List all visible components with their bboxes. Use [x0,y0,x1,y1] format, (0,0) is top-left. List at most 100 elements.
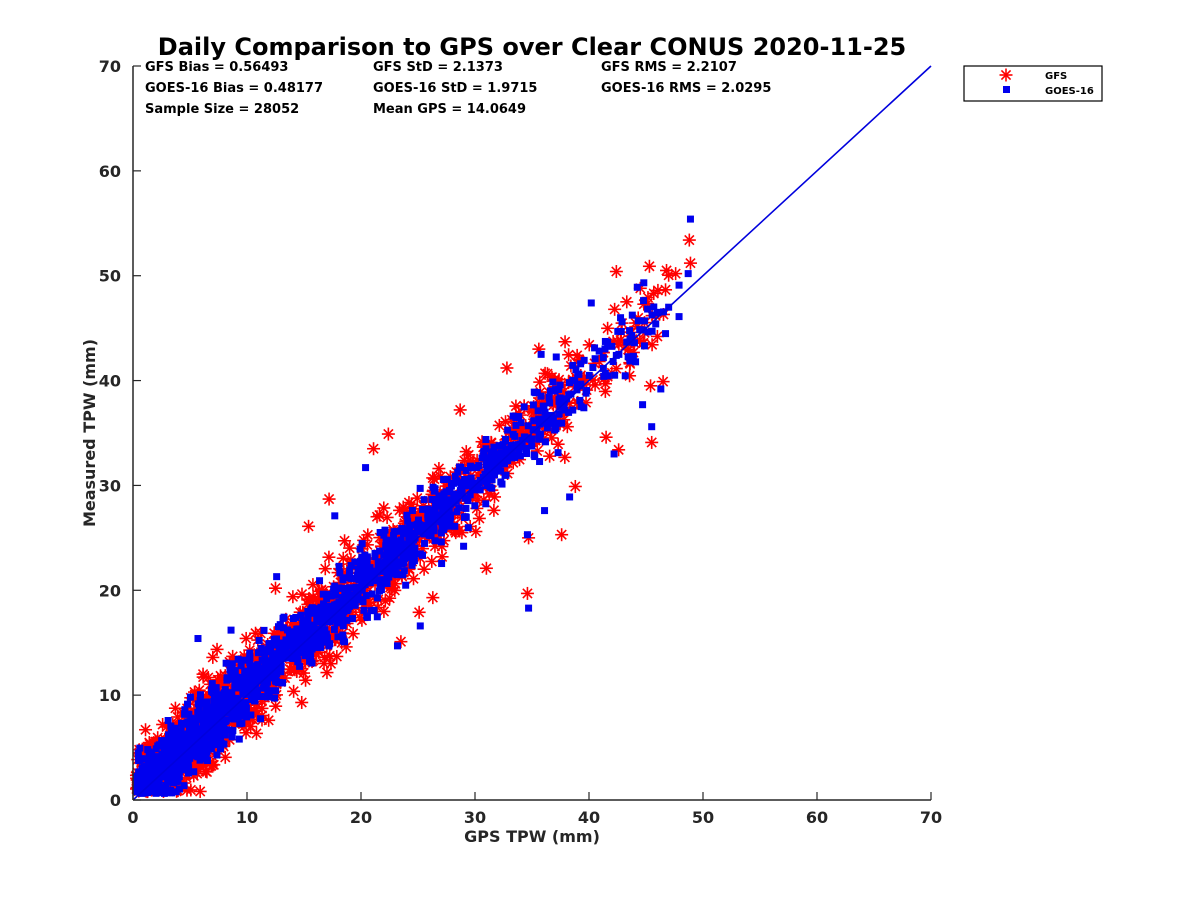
goes-16-point [214,710,222,718]
goes-16-point [164,776,172,784]
goes-16-point [405,549,413,557]
goes-16-point [270,653,278,661]
goes-16-point [185,710,193,718]
goes-16-point [684,270,692,278]
goes-16-point [338,594,346,602]
gfs-point [645,338,659,352]
goes-16-point [522,444,530,452]
goes-16-point [523,531,531,539]
goes-16-point [325,640,333,648]
goes-16-point [352,583,360,591]
gfs-point [330,649,344,663]
goes-16-point [520,403,528,411]
gfs-point [562,348,576,362]
goes-16-point [532,389,540,397]
goes-16-point [222,726,230,734]
gfs-point [426,591,440,605]
goes-16-point [371,577,379,585]
goes-16-point [475,479,483,487]
goes-16-point [344,588,352,596]
goes-16-point [152,745,160,753]
goes-16-point [608,342,616,350]
goes-16-point [511,432,519,440]
goes-16-point [317,610,325,618]
goes-16-point [467,464,475,472]
goes-16-point [281,645,289,653]
goes-16-point [289,645,297,653]
goes-16-point [275,679,283,687]
goes-16-point [400,540,408,548]
goes-16-point [437,529,445,537]
goes-16-point [575,370,583,378]
goes-16-point [267,674,275,682]
goes-16-point [617,314,625,322]
goes-16-point [166,765,174,773]
gfs-point [656,375,670,389]
goes-16-point [304,617,312,625]
goes-16-point [207,686,215,694]
stats-annotations: GFS Bias = 0.56493 GFS StD = 2.1373 GFS … [145,60,771,117]
goes-16-point [601,345,609,353]
goes-16-point [148,771,156,779]
goes-16-point [190,722,198,730]
goes-16-point [163,761,171,769]
goes-16-point [623,338,631,346]
goes-16-point [560,403,568,411]
goes-16-point [460,542,468,550]
goes-16-point [555,396,563,404]
gfs-point [156,718,170,732]
goes-16-point [615,350,623,358]
goes-16-point [533,426,541,434]
goes-16-point [384,569,392,577]
gfs-point [322,492,336,506]
y-tick-label: 50 [99,267,121,286]
goes-16-point [246,649,254,657]
goes-16-point [609,357,617,365]
goes-16-point [551,387,559,395]
gfs-point [378,594,392,608]
goes-16-point [555,410,563,418]
goes-16-point [409,550,417,558]
goes-16-point [253,669,261,677]
gfs-point [612,443,626,457]
goes-16-point [279,624,287,632]
goes-16-point [453,508,461,516]
goes-16-point [543,424,551,432]
goes-16-point [221,686,229,694]
goes-16-point [536,458,544,466]
goes-16-point [180,782,188,790]
goes-16-point [218,708,226,716]
goes-16-point [235,735,243,743]
goes-16-point [221,700,229,708]
goes-16-point [226,709,234,717]
goes-16-point [214,726,222,734]
goes-16-point [634,317,642,325]
goes-16-point [265,687,273,695]
x-tick-label: 60 [806,808,828,827]
goes-16-point [499,441,507,449]
goes-16-point [317,632,325,640]
goes-16-point [283,639,291,647]
goes-16-point [379,578,387,586]
goes-16-point [595,347,603,355]
gfs-point [500,361,514,375]
goes-16-point [261,652,269,660]
goes-16-point [589,364,597,372]
goes-16-point [196,753,204,761]
goes-16-point [360,558,368,566]
goes-16-point [587,299,595,307]
stat-mean-gps: Mean GPS = 14.0649 [373,102,526,117]
goes-16-point [202,751,210,759]
goes-16-point [133,773,141,781]
goes-16-point [388,568,396,576]
goes-16-point [374,558,382,566]
goes-16-point [212,734,220,742]
goes-16-point [240,656,248,664]
goes-16-point [213,751,221,759]
goes-16-point [191,751,199,759]
goes-16-point [628,331,636,339]
gfs-point [318,562,332,576]
x-axis-label: GPS TPW (mm) [464,827,600,846]
goes-16-point [203,721,211,729]
goes-16-point [640,297,648,305]
